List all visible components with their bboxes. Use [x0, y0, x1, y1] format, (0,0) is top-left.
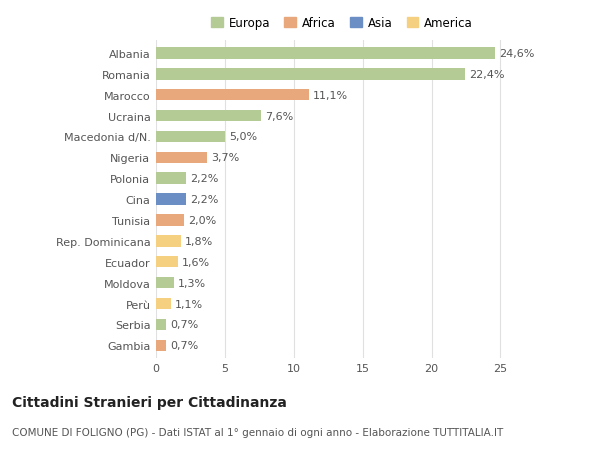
Text: Cittadini Stranieri per Cittadinanza: Cittadini Stranieri per Cittadinanza	[12, 395, 287, 409]
Text: 1,6%: 1,6%	[182, 257, 211, 267]
Bar	[156, 194, 187, 205]
Text: 24,6%: 24,6%	[499, 49, 535, 59]
Bar	[156, 298, 171, 309]
Bar	[156, 69, 464, 80]
Legend: Europa, Africa, Asia, America: Europa, Africa, Asia, America	[206, 12, 478, 35]
Text: 22,4%: 22,4%	[469, 70, 504, 80]
Text: 2,2%: 2,2%	[190, 195, 219, 205]
Bar	[156, 111, 261, 122]
Bar	[156, 90, 309, 101]
Bar	[156, 277, 174, 289]
Text: 1,1%: 1,1%	[175, 299, 203, 309]
Bar	[156, 235, 181, 247]
Bar	[156, 257, 178, 268]
Text: 1,3%: 1,3%	[178, 278, 206, 288]
Text: 7,6%: 7,6%	[265, 112, 293, 121]
Bar	[156, 340, 166, 351]
Text: 3,7%: 3,7%	[211, 153, 239, 163]
Bar	[156, 173, 187, 185]
Bar	[156, 215, 184, 226]
Text: 2,2%: 2,2%	[190, 174, 219, 184]
Bar	[156, 152, 207, 164]
Bar	[156, 131, 225, 143]
Bar	[156, 48, 495, 60]
Bar	[156, 319, 166, 330]
Text: 5,0%: 5,0%	[229, 132, 257, 142]
Text: 0,7%: 0,7%	[170, 319, 198, 330]
Text: 11,1%: 11,1%	[313, 90, 348, 101]
Text: 0,7%: 0,7%	[170, 341, 198, 351]
Text: 1,8%: 1,8%	[185, 236, 213, 246]
Text: 2,0%: 2,0%	[188, 216, 216, 225]
Text: COMUNE DI FOLIGNO (PG) - Dati ISTAT al 1° gennaio di ogni anno - Elaborazione TU: COMUNE DI FOLIGNO (PG) - Dati ISTAT al 1…	[12, 427, 503, 437]
